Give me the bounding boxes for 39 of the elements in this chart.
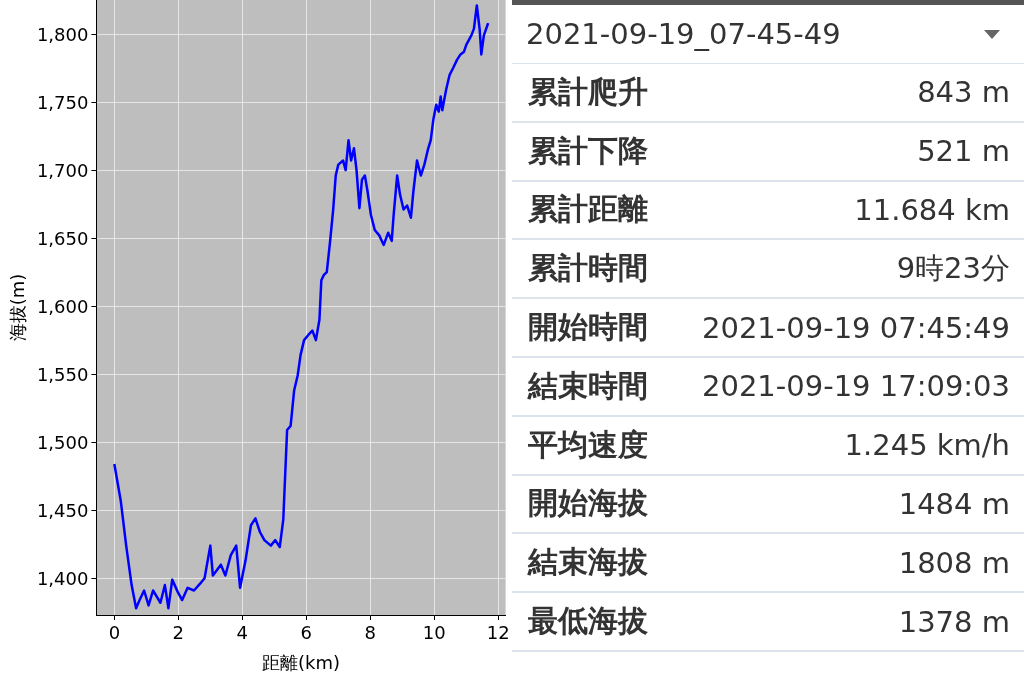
- category-label: 最低海拔: [528, 602, 648, 641]
- x-tick-label: 12: [486, 621, 510, 643]
- x-axis-title: 距離(km): [262, 651, 341, 673]
- text: 1.245 km/h: [844, 428, 1010, 463]
- y-tick-label: 1,650: [36, 227, 89, 249]
- text: 9時23分: [896, 250, 1010, 285]
- category-label: 累計時間: [528, 249, 648, 288]
- text: 1484 m: [898, 486, 1010, 521]
- category-label: 開始海拔: [528, 484, 648, 523]
- x-tick-label: 8: [364, 621, 377, 643]
- category-label: 結束海拔: [528, 543, 648, 582]
- category-label: 累計距離: [528, 190, 648, 229]
- category-label: 結束時間: [528, 366, 648, 405]
- category-label: 累計下降: [528, 131, 648, 170]
- category-label: 平均速度: [528, 425, 648, 464]
- category-label: 開始時間: [528, 308, 648, 347]
- category-label: 累計爬升: [528, 72, 648, 111]
- text: 2021-09-19 07:45:49: [702, 310, 1010, 345]
- text: 521 m: [917, 134, 1010, 169]
- text: 1808 m: [898, 545, 1010, 580]
- x-tick-label: 10: [422, 621, 446, 643]
- x-tick-label: 6: [300, 621, 313, 643]
- text: 1378 m: [898, 604, 1010, 639]
- text: 2021-09-19 17:09:03: [702, 369, 1010, 404]
- text: 843 m: [917, 75, 1010, 110]
- y-tick-label: 1,600: [36, 295, 89, 317]
- y-tick-label: 1,500: [36, 431, 89, 453]
- x-tick-label: 2: [172, 621, 185, 643]
- y-axis-title: 海拔(m): [6, 273, 28, 342]
- y-tick-label: 1,550: [36, 363, 89, 385]
- y-tick-label: 1,400: [36, 567, 89, 589]
- y-tick-label: 1,450: [36, 499, 89, 521]
- text: 2021-09-19_07-45-49: [526, 17, 841, 51]
- y-tick-label: 1,750: [36, 91, 89, 113]
- x-tick-label: 0: [108, 621, 121, 643]
- y-tick-label: 1,700: [36, 159, 89, 181]
- y-tick-label: 1,800: [36, 23, 89, 45]
- text: 11.684 km: [854, 192, 1010, 227]
- x-tick-label: 4: [236, 621, 249, 643]
